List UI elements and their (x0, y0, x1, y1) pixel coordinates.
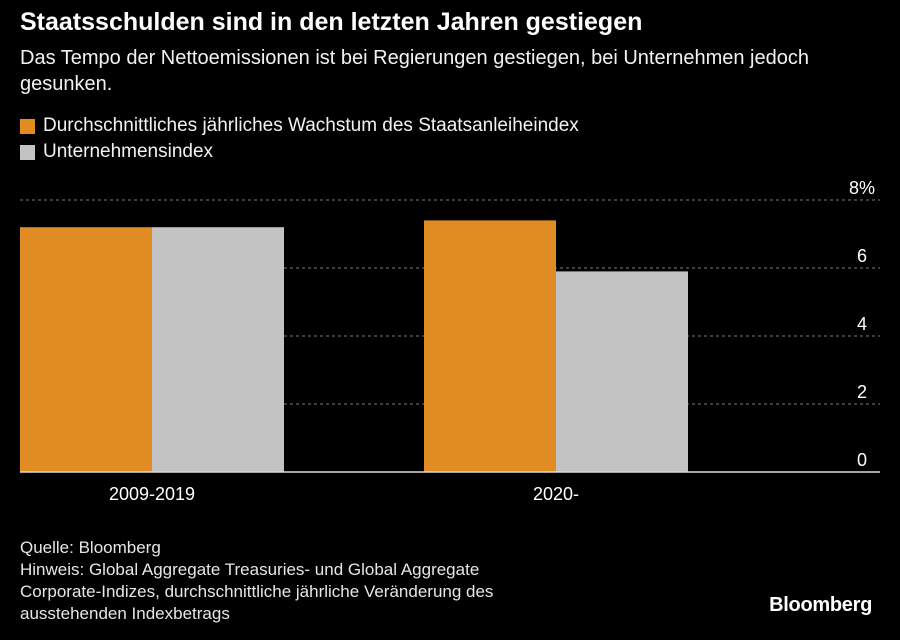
bloomberg-logo: Bloomberg (769, 594, 872, 616)
legend-item-corporate: Unternehmensindex (20, 139, 579, 165)
chart-subtitle: Das Tempo der Nettoemissionen ist bei Re… (20, 47, 809, 95)
bar-government (424, 220, 556, 472)
x-tick-label: 2009-2019 (109, 484, 195, 504)
footnote-line-3: ausstehenden Indexbetrags (20, 604, 230, 623)
legend: Durchschnittliches jährliches Wachstum d… (20, 113, 579, 165)
legend-item-government: Durchschnittliches jährliches Wachstum d… (20, 113, 579, 139)
legend-swatch-corporate (20, 144, 35, 160)
chart-title: Staatsschulden sind in den letzten Jahre… (20, 8, 643, 36)
x-tick-label: 2020- (533, 484, 579, 504)
legend-label-government: Durchschnittliches jährliches Wachstum d… (43, 115, 579, 136)
legend-label-corporate: Unternehmensindex (43, 141, 214, 162)
source-note: Quelle: Bloomberg (20, 538, 161, 557)
y-tick-label: 0 (857, 450, 867, 470)
footnote-line-1: Hinweis: Global Aggregate Treasuries- un… (20, 560, 480, 579)
y-tick-label: 6 (857, 246, 867, 266)
y-tick-label: 4 (857, 314, 867, 334)
footer: Quelle: Bloomberg Hinweis: Global Aggreg… (20, 537, 493, 625)
bar-corporate (556, 271, 688, 472)
legend-swatch-government (20, 118, 35, 134)
footnote-line-2: Corporate-Indizes, durchschnittliche jäh… (20, 582, 494, 601)
y-tick-label: 8% (849, 178, 875, 198)
y-tick-label: 2 (857, 382, 867, 402)
bar-corporate (152, 227, 284, 472)
bar-government (20, 227, 152, 472)
bar-chart: 0 2 4 6 8% 2009-2019 2020- (20, 178, 880, 504)
